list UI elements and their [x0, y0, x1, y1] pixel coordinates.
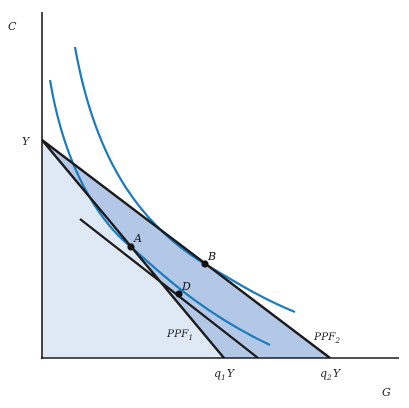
ppf1-label-base: PPF — [166, 328, 189, 340]
indifference-curve-high — [73, 46, 296, 314]
q2y-sub: 2 — [326, 373, 332, 382]
q2y-suffix: Y — [333, 367, 342, 380]
point-b-marker — [201, 260, 209, 268]
point-d-marker — [175, 290, 183, 298]
point-b-label: B — [207, 250, 216, 263]
q1y-suffix: Y — [227, 367, 236, 380]
ppf2-label-sub: 2 — [334, 336, 340, 345]
y-intercept-label: Y — [22, 135, 31, 148]
ppf2-line — [41, 139, 331, 359]
ppf2-label: PPF2 — [313, 331, 340, 345]
ppf1-label: PPF1 — [166, 328, 193, 342]
ppf2-label-base: PPF — [313, 331, 336, 343]
point-d-label: D — [181, 280, 191, 293]
point-a-label: A — [133, 232, 142, 245]
q2y-label: q2Y — [320, 367, 342, 382]
tangent-line-ad — [79, 218, 259, 359]
x-axis-label: G — [382, 386, 391, 399]
q1y-sub: 1 — [221, 373, 226, 382]
ppf1-label-sub: 1 — [188, 333, 193, 342]
point-a-marker — [127, 243, 135, 251]
y-axis-label: C — [8, 20, 17, 33]
q2y-prefix: q — [320, 367, 327, 380]
q1y-label: q1Y — [214, 367, 236, 382]
q1y-prefix: q — [214, 367, 221, 380]
